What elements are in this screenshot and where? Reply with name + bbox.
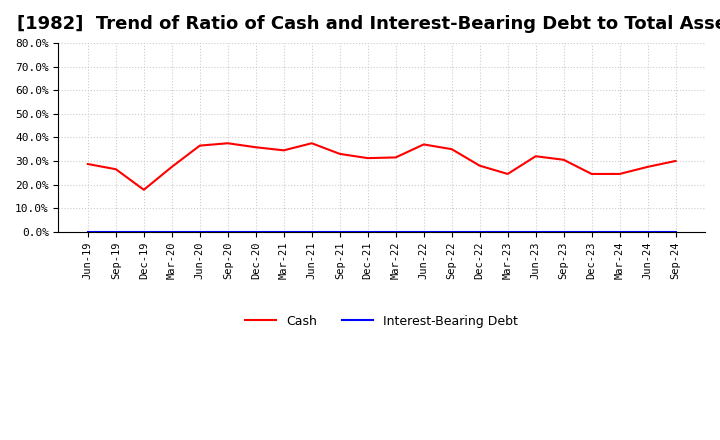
Interest-Bearing Debt	[112, 229, 120, 235]
Cash	[251, 145, 260, 150]
Cash	[307, 141, 316, 146]
Interest-Bearing Debt	[671, 229, 680, 235]
Cash	[223, 141, 232, 146]
Legend: Cash, Interest-Bearing Debt: Cash, Interest-Bearing Debt	[240, 310, 523, 333]
Interest-Bearing Debt	[251, 229, 260, 235]
Cash	[84, 161, 92, 167]
Interest-Bearing Debt	[392, 229, 400, 235]
Cash	[196, 143, 204, 148]
Cash	[643, 164, 652, 169]
Interest-Bearing Debt	[84, 229, 92, 235]
Cash	[475, 163, 484, 169]
Interest-Bearing Debt	[643, 229, 652, 235]
Interest-Bearing Debt	[447, 229, 456, 235]
Interest-Bearing Debt	[140, 229, 148, 235]
Cash	[503, 171, 512, 176]
Interest-Bearing Debt	[307, 229, 316, 235]
Interest-Bearing Debt	[588, 229, 596, 235]
Interest-Bearing Debt	[168, 229, 176, 235]
Cash	[392, 155, 400, 160]
Interest-Bearing Debt	[364, 229, 372, 235]
Cash	[447, 147, 456, 152]
Interest-Bearing Debt	[196, 229, 204, 235]
Cash	[616, 171, 624, 176]
Interest-Bearing Debt	[531, 229, 540, 235]
Interest-Bearing Debt	[336, 229, 344, 235]
Line: Cash: Cash	[88, 143, 675, 190]
Cash	[279, 148, 288, 153]
Cash	[112, 167, 120, 172]
Cash	[671, 158, 680, 164]
Interest-Bearing Debt	[419, 229, 428, 235]
Cash	[140, 187, 148, 192]
Cash	[364, 155, 372, 161]
Interest-Bearing Debt	[223, 229, 232, 235]
Cash	[336, 151, 344, 157]
Interest-Bearing Debt	[559, 229, 568, 235]
Interest-Bearing Debt	[503, 229, 512, 235]
Cash	[419, 142, 428, 147]
Cash	[531, 154, 540, 159]
Cash	[559, 157, 568, 162]
Interest-Bearing Debt	[616, 229, 624, 235]
Interest-Bearing Debt	[475, 229, 484, 235]
Title: [1982]  Trend of Ratio of Cash and Interest-Bearing Debt to Total Assets: [1982] Trend of Ratio of Cash and Intere…	[17, 15, 720, 33]
Interest-Bearing Debt	[279, 229, 288, 235]
Cash	[168, 164, 176, 169]
Cash	[588, 171, 596, 176]
